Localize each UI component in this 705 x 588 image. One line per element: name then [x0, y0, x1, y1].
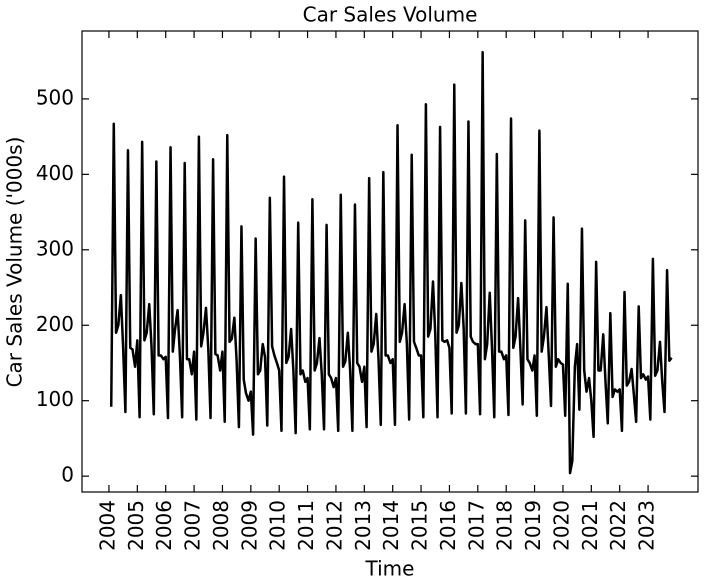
x-tick-label: 2023 — [635, 500, 659, 551]
x-tick-label: 2022 — [606, 500, 630, 551]
x-tick-label: 2017 — [464, 500, 488, 551]
x-tick-label: 2010 — [266, 500, 290, 551]
line — [109, 50, 673, 475]
y-tick-label: 400 — [36, 161, 74, 185]
y-tick-label: 500 — [36, 85, 74, 109]
x-tick-label: 2011 — [294, 500, 318, 551]
x-tick-label: 2019 — [521, 500, 545, 551]
x-tick-label: 2008 — [209, 500, 233, 551]
x-tick-label: 2014 — [379, 500, 403, 551]
y-axis-label: Car Sales Volume ('000s) — [3, 137, 27, 388]
x-tick-label: 2005 — [124, 500, 148, 551]
x-tick-label: 2020 — [549, 500, 573, 551]
x-tick-label: 2016 — [436, 500, 460, 551]
y-tick-label: 100 — [36, 387, 74, 411]
x-axis-label: Time — [365, 557, 415, 581]
x-tick-label: 2009 — [237, 500, 261, 551]
plot-frame — [81, 30, 699, 493]
x-tick-label: 2013 — [351, 500, 375, 551]
chart-title: Car Sales Volume — [303, 3, 478, 27]
y-tick-label: 0 — [61, 463, 74, 487]
x-tick-label: 2006 — [152, 500, 176, 551]
x-tick-label: 2007 — [181, 500, 205, 551]
x-tick-label: 2015 — [408, 500, 432, 551]
x-tick-label: 2012 — [322, 500, 346, 551]
x-tick-label: 2018 — [493, 500, 517, 551]
x-tick-label: 2021 — [578, 500, 602, 551]
y-tick-label: 200 — [36, 312, 74, 336]
y-tick-label: 300 — [36, 236, 74, 260]
x-tick-label: 2004 — [95, 500, 119, 551]
